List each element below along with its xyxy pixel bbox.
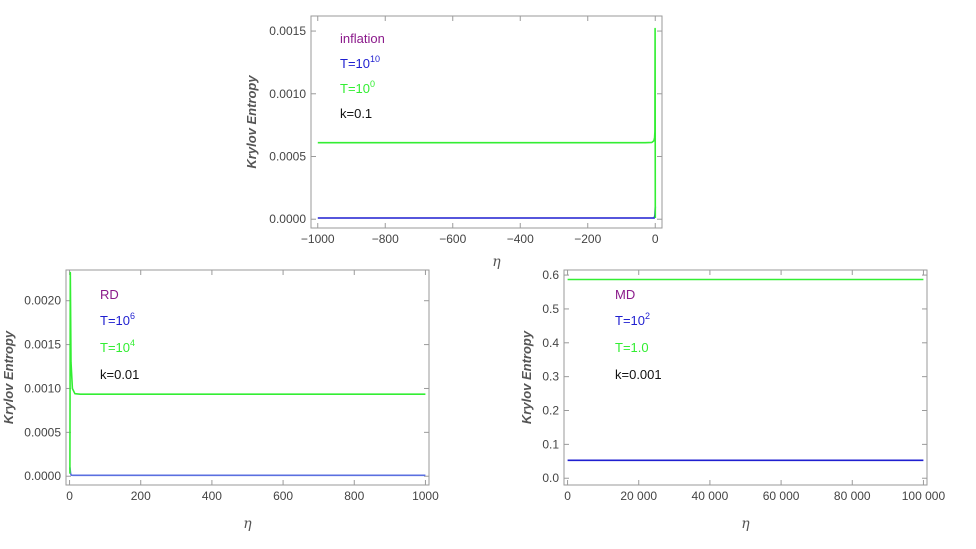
x-tick-label: 600 (273, 489, 293, 503)
y-tick-label: 0.3 (542, 370, 559, 384)
annotation-label: T=102 (615, 311, 650, 328)
x-tick-label: −600 (439, 232, 466, 246)
y-tick-label: 0.1 (542, 437, 559, 451)
x-tick-label: 0 (564, 489, 571, 503)
x-axis-label: η (243, 516, 252, 532)
y-tick-label: 0.0015 (269, 24, 306, 38)
annotation-label: k=0.1 (340, 106, 372, 121)
x-tick-label: 1000 (412, 489, 439, 503)
y-tick-label: 0.2 (542, 404, 559, 418)
x-tick-label: 80 000 (834, 489, 871, 503)
annotation-label: inflation (340, 31, 385, 46)
y-axis-label: Krylov Entropy (519, 330, 534, 424)
annotation-superscript: 10 (370, 54, 380, 64)
annotation-label: MD (615, 287, 635, 302)
y-tick-label: 0.0005 (269, 149, 306, 163)
x-tick-label: 800 (344, 489, 364, 503)
y-axis-label: Krylov Entropy (1, 330, 16, 424)
series-line-2 (69, 271, 426, 474)
y-tick-label: 0.0010 (269, 87, 306, 101)
x-tick-label: 60 000 (763, 489, 800, 503)
plot-frame (563, 269, 928, 486)
md-panel: 0 20 000 40 000 60 000 80 000 100 000 0.0 0.1 0.… (519, 268, 945, 532)
y-tick-label: 0.6 (542, 268, 559, 282)
annotation-label: T=104 (100, 338, 135, 355)
annotation-label: k=0.01 (100, 367, 139, 382)
y-tick-label: 0.0000 (269, 212, 306, 226)
x-tick-label: 400 (202, 489, 222, 503)
annotation-label: T=106 (100, 311, 135, 328)
y-tick-label: 0.0 (542, 471, 559, 485)
x-tick-label: −800 (372, 232, 399, 246)
y-tick-label: 0.5 (542, 302, 559, 316)
x-tick-label: 200 (131, 489, 151, 503)
x-tick-label: 20 000 (620, 489, 657, 503)
annotation-superscript: 6 (130, 311, 135, 321)
annotation-label: T=1.0 (615, 340, 649, 355)
y-tick-label: 0.0020 (24, 294, 61, 308)
x-tick-label: −1000 (301, 232, 335, 246)
x-tick-label: 0 (66, 489, 73, 503)
y-tick-label: 0.0005 (24, 425, 61, 439)
plot-frame (310, 15, 663, 229)
x-tick-label: 100 000 (902, 489, 946, 503)
plot-frame (65, 269, 430, 486)
series-line-2 (317, 27, 657, 219)
x-tick-label: 40 000 (692, 489, 729, 503)
x-tick-label: −400 (507, 232, 534, 246)
annotation-label: k=0.001 (615, 367, 662, 382)
annotation-superscript: 4 (130, 338, 135, 348)
x-axis-label: η (492, 254, 501, 270)
y-axis-label: Krylov Entropy (244, 75, 259, 169)
y-tick-label: 0.0000 (24, 469, 61, 483)
y-tick-label: 0.0015 (24, 338, 61, 352)
x-tick-label: −200 (574, 232, 601, 246)
x-tick-label: 0 (652, 232, 659, 246)
annotation-label: T=100 (340, 79, 375, 96)
annotation-superscript: 0 (370, 79, 375, 89)
y-tick-label: 0.4 (542, 336, 559, 350)
x-axis-label: η (741, 516, 750, 532)
rd-panel: 0 200 400 600 800 1000 0.0000 0.0005 0.0010 0.001… (1, 269, 439, 532)
inflation-panel: −1000 −800 −600 −400 −200 0 0.0000 0.0005 0.0010… (244, 15, 663, 270)
y-tick-label: 0.0010 (24, 381, 61, 395)
annotation-label: RD (100, 287, 119, 302)
annotation-superscript: 2 (645, 311, 650, 321)
